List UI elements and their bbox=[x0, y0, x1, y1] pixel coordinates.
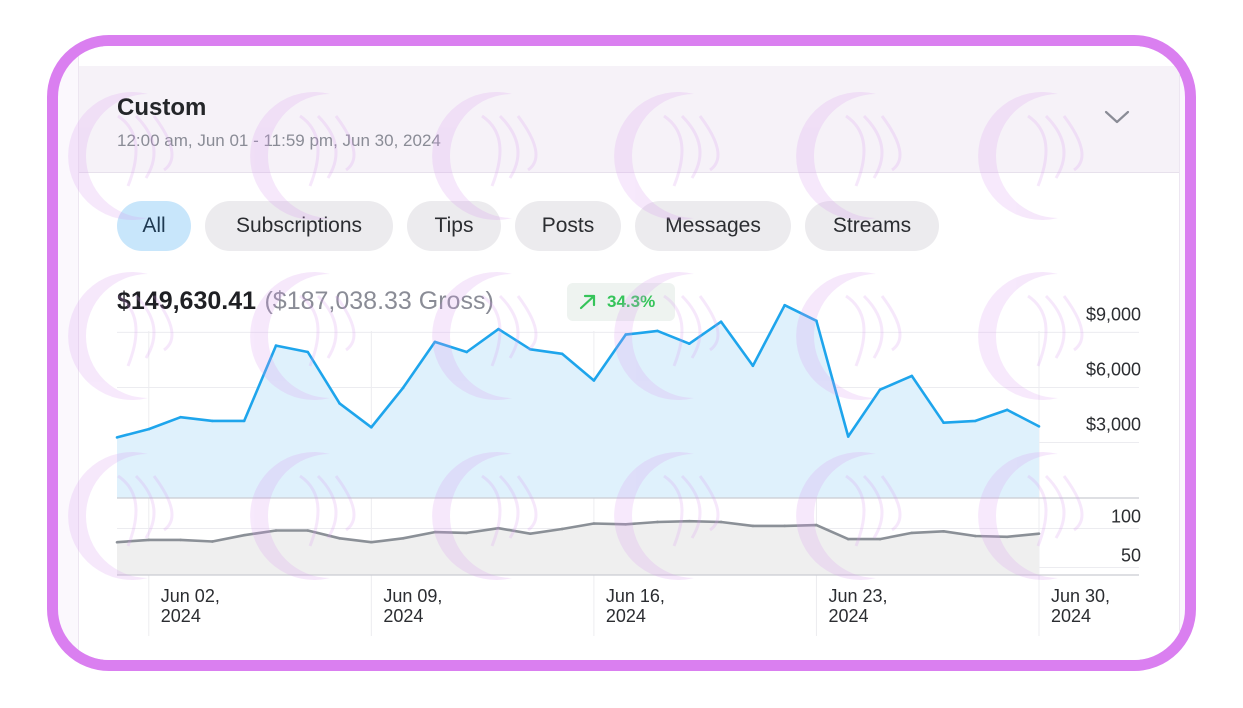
count-point bbox=[115, 540, 119, 544]
count-point bbox=[687, 519, 691, 523]
count-point bbox=[465, 531, 469, 535]
chevron-down-icon[interactable] bbox=[1104, 108, 1130, 126]
earnings-point bbox=[529, 347, 532, 351]
count-point bbox=[401, 537, 405, 540]
count-point bbox=[815, 523, 818, 527]
count-point bbox=[592, 522, 596, 525]
earnings-point bbox=[656, 329, 659, 333]
earnings-point bbox=[624, 333, 627, 336]
earnings-point bbox=[274, 344, 278, 347]
change-percent: 34.3% bbox=[607, 292, 656, 311]
y-tick-label-upper: $6,000 bbox=[1086, 359, 1141, 379]
period-title: Custom bbox=[117, 94, 207, 121]
earnings-point bbox=[338, 402, 341, 405]
count-point bbox=[942, 530, 945, 533]
earnings-point bbox=[433, 340, 437, 344]
earnings-point bbox=[497, 327, 500, 331]
net-earnings: $149,630.41 bbox=[117, 287, 257, 315]
earnings-point bbox=[974, 419, 977, 423]
tab-messages[interactable]: Messages bbox=[635, 201, 791, 251]
count-point bbox=[370, 540, 373, 544]
earnings-point bbox=[115, 436, 119, 439]
tab-subscriptions[interactable]: Subscriptions bbox=[205, 201, 393, 251]
earnings-point bbox=[147, 427, 151, 431]
count-point bbox=[242, 533, 246, 537]
count-point bbox=[1005, 535, 1009, 539]
earnings-point bbox=[942, 421, 945, 425]
count-point bbox=[211, 540, 214, 543]
tab-all[interactable]: All bbox=[117, 201, 191, 251]
earnings-point bbox=[878, 388, 882, 391]
count-point bbox=[179, 538, 182, 542]
count-point bbox=[846, 537, 850, 541]
count-point bbox=[274, 529, 278, 532]
earnings-area bbox=[117, 305, 1039, 498]
earnings-point bbox=[401, 386, 405, 390]
earnings-point bbox=[560, 352, 564, 356]
x-tick-label: Jun 02, 2024 bbox=[161, 586, 220, 626]
earnings-line bbox=[116, 303, 1040, 439]
tab-streams[interactable]: Streams bbox=[805, 201, 939, 251]
earnings-point bbox=[306, 350, 310, 354]
earnings-summary: $149,630.41 ($187,038.33 Gross) 34.3% bbox=[117, 283, 675, 321]
count-point bbox=[751, 524, 755, 528]
x-tick-label: Jun 30, 2024 bbox=[1051, 586, 1110, 626]
tab-tips[interactable]: Tips bbox=[407, 201, 501, 251]
earnings-point bbox=[846, 435, 850, 438]
earnings-point bbox=[910, 374, 914, 378]
y-tick-label-upper: $9,000 bbox=[1086, 304, 1141, 324]
count-point bbox=[974, 534, 977, 538]
trend-up-arrow-icon bbox=[579, 294, 596, 310]
x-tick-label: Jun 09, 2024 bbox=[383, 586, 442, 626]
count-point bbox=[147, 538, 151, 542]
change-badge: 34.3% bbox=[567, 283, 675, 321]
count-point bbox=[910, 531, 914, 535]
earnings-chart: $9,000 $6,000 $3,000 100 50 Jun 02, 2024 Jun 09… bbox=[115, 303, 1141, 636]
count-line bbox=[116, 519, 1040, 544]
x-tick-label: Jun 23, 2024 bbox=[828, 586, 887, 626]
earnings-point bbox=[179, 415, 182, 419]
x-tick-label: Jun 16, 2024 bbox=[606, 586, 665, 626]
earnings-point bbox=[1005, 408, 1009, 412]
period-date-range: 12:00 am, Jun 01 - 11:59 pm, Jun 30, 202… bbox=[117, 131, 441, 150]
earnings-point bbox=[242, 419, 246, 423]
count-point bbox=[656, 520, 659, 524]
earnings-point bbox=[370, 426, 373, 429]
count-point bbox=[338, 537, 341, 540]
earnings-point bbox=[751, 364, 755, 368]
count-point bbox=[624, 523, 627, 526]
count-point bbox=[878, 537, 882, 541]
earnings-point bbox=[783, 303, 786, 307]
count-point bbox=[719, 520, 723, 524]
gross-earnings: ($187,038.33 Gross) bbox=[264, 287, 494, 315]
earnings-point bbox=[815, 319, 818, 323]
earnings-point bbox=[465, 350, 469, 354]
count-point bbox=[783, 524, 786, 528]
count-point bbox=[1037, 532, 1041, 535]
earnings-point bbox=[687, 342, 691, 346]
y-tick-label-lower: 50 bbox=[1121, 546, 1141, 566]
earnings-point bbox=[719, 320, 723, 324]
earnings-point bbox=[1037, 425, 1041, 428]
earnings-point bbox=[211, 419, 214, 423]
count-area bbox=[117, 521, 1039, 575]
count-point bbox=[433, 530, 437, 534]
count-point bbox=[497, 526, 500, 530]
earnings-point bbox=[592, 379, 596, 382]
tab-posts[interactable]: Posts bbox=[515, 201, 621, 251]
count-point bbox=[560, 527, 564, 531]
period-selector[interactable]: Custom 12:00 am, Jun 01 - 11:59 pm, Jun … bbox=[79, 66, 1179, 173]
y-tick-label-upper: $3,000 bbox=[1086, 415, 1141, 435]
y-tick-label-lower: 100 bbox=[1111, 507, 1141, 527]
earnings-card: Custom 12:00 am, Jun 01 - 11:59 pm, Jun … bbox=[78, 46, 1180, 660]
count-point bbox=[306, 529, 310, 532]
count-point bbox=[529, 532, 532, 535]
earnings-card-frame: Custom 12:00 am, Jun 01 - 11:59 pm, Jun … bbox=[47, 35, 1196, 671]
